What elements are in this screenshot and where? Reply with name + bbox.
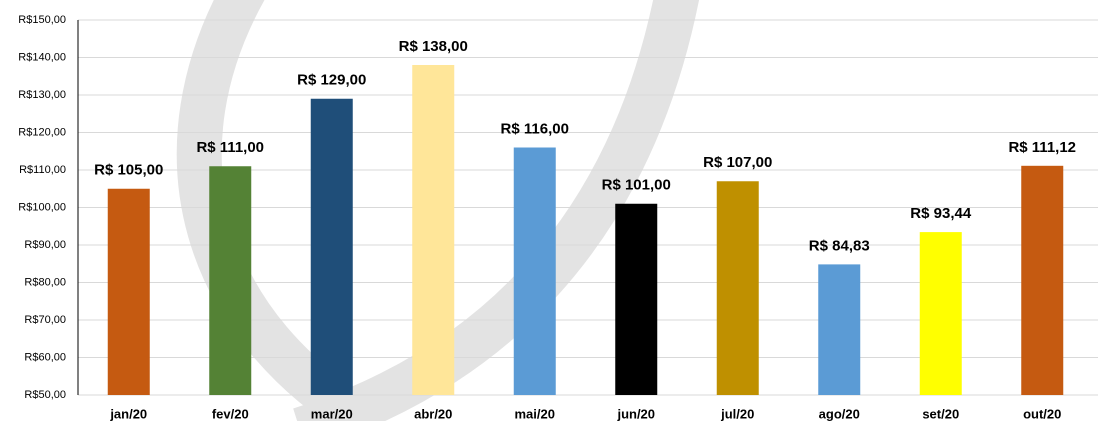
- x-tick-label: set/20: [922, 406, 959, 421]
- x-tick-label: out/20: [1023, 406, 1061, 421]
- value-label: R$ 111,12: [1008, 139, 1076, 156]
- bar: [107, 188, 150, 395]
- x-tick-label: jan/20: [109, 406, 147, 421]
- value-label: R$ 107,00: [703, 154, 772, 171]
- y-tick-label: R$150,00: [18, 14, 66, 26]
- y-tick-label: R$130,00: [18, 89, 66, 101]
- y-tick-label: R$70,00: [24, 314, 66, 326]
- bar: [412, 65, 455, 395]
- y-tick-label: R$60,00: [24, 351, 66, 363]
- bar: [209, 166, 252, 395]
- bar: [1021, 165, 1064, 395]
- x-tick-label: mar/20: [311, 406, 353, 421]
- y-tick-label: R$50,00: [24, 389, 66, 401]
- value-label: R$ 129,00: [297, 72, 366, 89]
- bar: [513, 147, 556, 395]
- y-tick-label: R$100,00: [18, 201, 66, 213]
- x-tick-label: abr/20: [414, 406, 452, 421]
- bar: [716, 181, 759, 395]
- x-tick-label: jun/20: [616, 406, 655, 421]
- value-label: R$ 111,00: [196, 139, 264, 156]
- bar: [615, 203, 658, 395]
- value-label: R$ 93,44: [910, 205, 972, 222]
- y-tick-label: R$120,00: [18, 126, 66, 138]
- value-label: R$ 105,00: [94, 162, 163, 179]
- x-tick-label: jul/20: [720, 406, 754, 421]
- value-label: R$ 84,83: [809, 237, 870, 254]
- y-tick-label: R$80,00: [24, 276, 66, 288]
- bar: [310, 98, 353, 395]
- bar: [818, 264, 861, 395]
- x-tick-label: fev/20: [212, 406, 249, 421]
- value-label: R$ 101,00: [602, 177, 671, 194]
- bar: [919, 232, 962, 395]
- x-tick-label: ago/20: [819, 406, 860, 421]
- value-label: R$ 138,00: [399, 38, 468, 55]
- y-tick-label: R$110,00: [19, 164, 66, 176]
- y-tick-label: R$90,00: [24, 239, 66, 251]
- x-tick-label: mai/20: [515, 406, 555, 421]
- y-tick-label: R$140,00: [18, 51, 66, 63]
- value-label: R$ 116,00: [501, 120, 569, 137]
